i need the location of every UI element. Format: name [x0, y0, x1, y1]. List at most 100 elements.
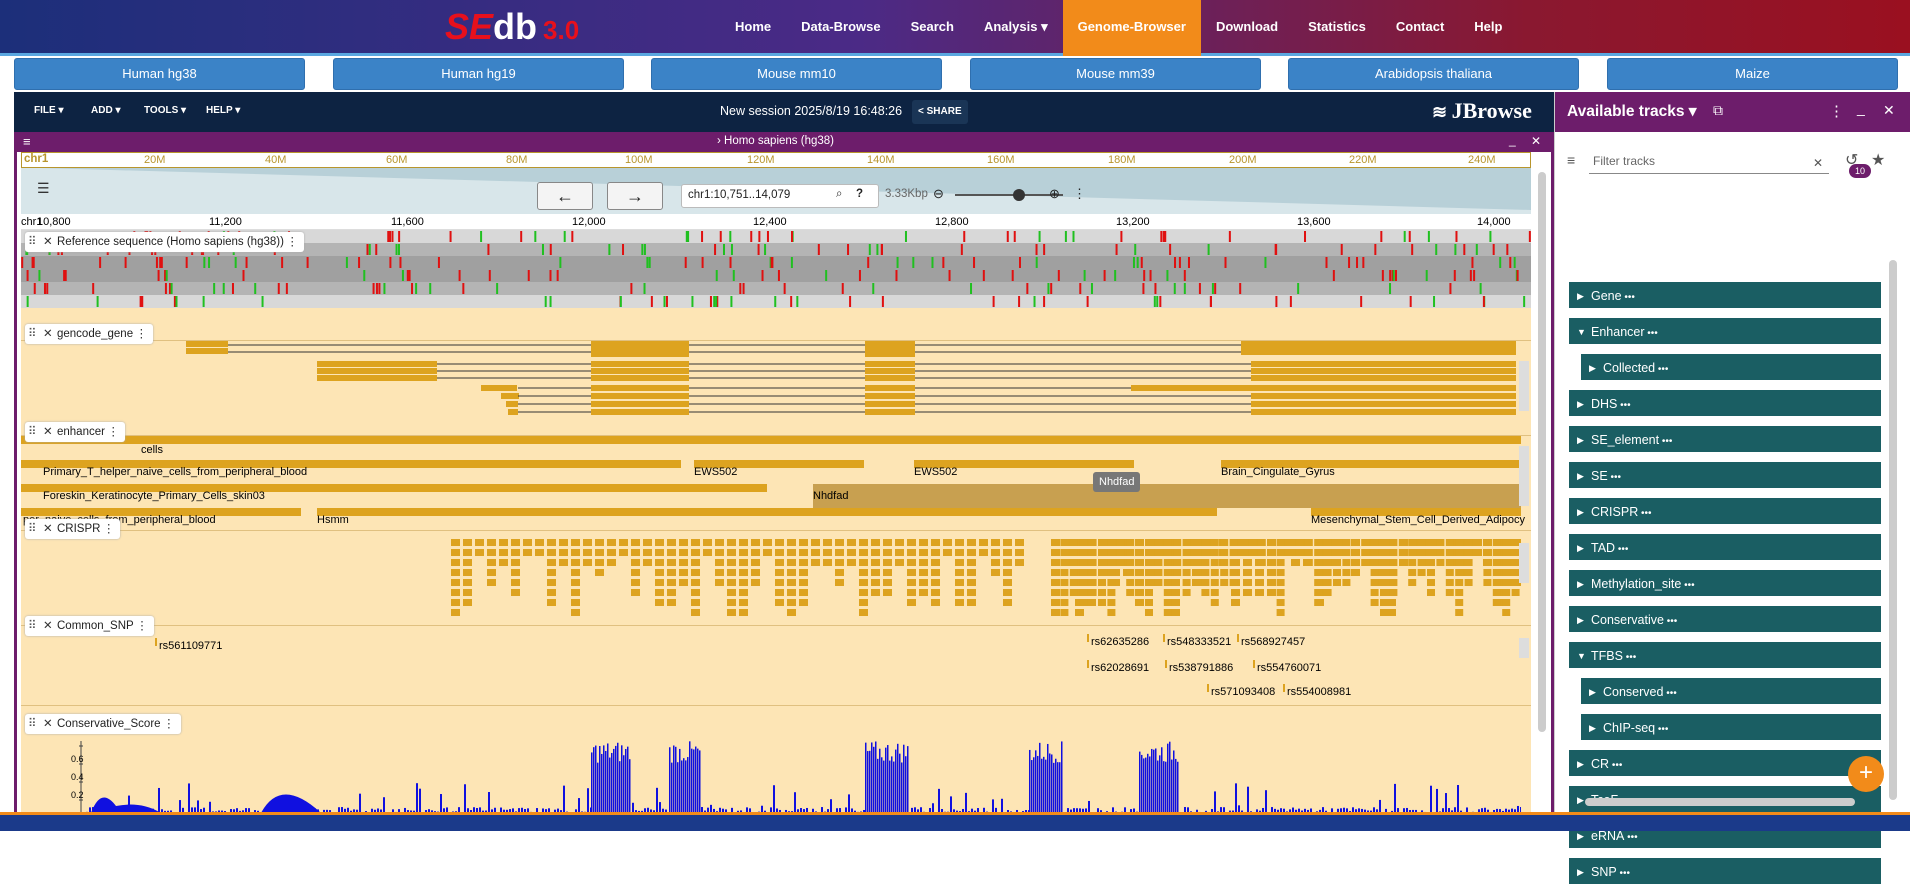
- track-label-reference[interactable]: ⠿✕Reference sequence (Homo sapiens (hg38…: [25, 232, 304, 252]
- more-horiz-icon[interactable]: •••: [1663, 688, 1676, 699]
- more-horiz-icon[interactable]: •••: [1655, 364, 1668, 375]
- track-label-gencode[interactable]: ⠿✕gencode_gene⋮: [25, 324, 153, 344]
- track-menu-icon[interactable]: ⋮: [107, 422, 119, 442]
- caret-right-icon[interactable]: ▶: [1577, 390, 1584, 418]
- close-track-icon[interactable]: ✕: [43, 519, 53, 539]
- close-track-icon[interactable]: ✕: [43, 232, 53, 252]
- caret-right-icon[interactable]: ▶: [1589, 678, 1596, 706]
- close-track-icon[interactable]: ✕: [43, 422, 53, 442]
- view-scrollbar[interactable]: [1538, 172, 1546, 732]
- search-icon[interactable]: ⌕: [836, 188, 842, 201]
- more-horiz-icon[interactable]: •••: [1645, 328, 1658, 339]
- menu-analysis[interactable]: Analysis ▾: [969, 0, 1063, 56]
- track-category-se-element[interactable]: ▶SE_element •••: [1567, 424, 1883, 454]
- track-category-chip-seq[interactable]: ▶ChIP-seq •••: [1579, 712, 1883, 742]
- more-horiz-icon[interactable]: •••: [1615, 544, 1628, 555]
- menu-data-browse[interactable]: Data-Browse: [786, 0, 895, 56]
- close-icon[interactable]: ✕: [1883, 102, 1895, 119]
- track-scrollbar[interactable]: [1519, 638, 1529, 658]
- share-button[interactable]: < SHARE: [912, 100, 968, 124]
- track-category-crispr[interactable]: ▶CRISPR •••: [1567, 496, 1883, 526]
- track-category-enhancer[interactable]: ▼Enhancer •••: [1567, 316, 1883, 346]
- add-track-button[interactable]: +: [1848, 756, 1884, 792]
- tab-arabidopsis[interactable]: Arabidopsis thaliana: [1288, 58, 1579, 90]
- more-vert-icon[interactable]: ⋮: [1073, 186, 1086, 202]
- more-horiz-icon[interactable]: •••: [1608, 472, 1621, 483]
- minimize-icon[interactable]: _: [1857, 100, 1865, 116]
- menu-statistics[interactable]: Statistics: [1293, 0, 1381, 56]
- tab-mouse-mm10[interactable]: Mouse mm10: [651, 58, 942, 90]
- track-menu-icon[interactable]: ⋮: [136, 616, 148, 636]
- drag-handle-icon[interactable]: ⠿: [28, 616, 36, 636]
- menu-download[interactable]: Download: [1201, 0, 1293, 56]
- caret-right-icon[interactable]: ▶: [1577, 462, 1584, 490]
- caret-right-icon[interactable]: ▶: [1589, 714, 1596, 742]
- track-category-se[interactable]: ▶SE •••: [1567, 460, 1883, 490]
- track-category-cr[interactable]: ▶CR •••: [1567, 748, 1883, 778]
- caret-right-icon[interactable]: ▶: [1577, 786, 1584, 814]
- favorites-star-icon[interactable]: ★: [1871, 150, 1885, 170]
- filter-tracks-input[interactable]: Filter tracks: [1589, 150, 1829, 174]
- track-category-conserved[interactable]: ▶Conserved •••: [1579, 676, 1883, 706]
- clear-filter-icon[interactable]: ✕: [1813, 156, 1823, 170]
- menu-search[interactable]: Search: [896, 0, 969, 56]
- location-input[interactable]: chr1:10,751..14,079⌕?: [681, 184, 879, 208]
- more-horiz-icon[interactable]: •••: [1623, 652, 1636, 663]
- minimize-icon[interactable]: _: [1509, 133, 1516, 147]
- zoom-out-icon[interactable]: ⊖: [933, 186, 944, 202]
- caret-right-icon[interactable]: ▶: [1589, 354, 1596, 382]
- track-scrollbar[interactable]: [1519, 361, 1529, 411]
- drag-handle-icon[interactable]: ⠿: [28, 324, 36, 344]
- caret-right-icon[interactable]: ▶: [1577, 534, 1584, 562]
- view-title[interactable]: › Homo sapiens (hg38): [717, 135, 834, 147]
- track-label-enhancer[interactable]: ⠿✕enhancer⋮: [25, 422, 125, 442]
- more-horiz-icon[interactable]: •••: [1617, 868, 1630, 879]
- close-track-icon[interactable]: ✕: [43, 714, 53, 734]
- menu-genome-browser[interactable]: Genome-Browser: [1063, 0, 1201, 56]
- track-scrollbar[interactable]: [1519, 543, 1529, 583]
- drag-handle-icon[interactable]: ⠿: [28, 422, 36, 442]
- track-menu-icon[interactable]: ⋮: [136, 324, 148, 344]
- zoom-slider[interactable]: [955, 194, 1063, 196]
- caret-right-icon[interactable]: ▶: [1577, 750, 1584, 778]
- open-external-icon[interactable]: ⧉: [1713, 102, 1723, 119]
- more-horiz-icon[interactable]: •••: [1624, 832, 1637, 843]
- track-menu-icon[interactable]: ⋮: [103, 519, 115, 539]
- caret-right-icon[interactable]: ▶: [1577, 858, 1584, 886]
- menu-help[interactable]: Help: [1459, 0, 1517, 56]
- track-scrollbar[interactable]: [1519, 446, 1529, 506]
- tab-maize[interactable]: Maize: [1607, 58, 1898, 90]
- close-view-icon[interactable]: ✕: [1531, 134, 1541, 148]
- more-horiz-icon[interactable]: •••: [1681, 580, 1694, 591]
- caret-right-icon[interactable]: ▶: [1577, 606, 1584, 634]
- track-menu-icon[interactable]: ⋮: [286, 232, 298, 252]
- menu-contact[interactable]: Contact: [1381, 0, 1459, 56]
- track-selector-icon[interactable]: ☰: [37, 180, 50, 197]
- track-label-conservative[interactable]: ⠿✕Conservative_Score⋮: [25, 714, 181, 734]
- track-category-conservative[interactable]: ▶Conservative •••: [1567, 604, 1883, 634]
- menu-add[interactable]: ADD ▾: [91, 105, 120, 116]
- track-category-tfbs[interactable]: ▼TFBS •••: [1567, 640, 1883, 670]
- caret-right-icon[interactable]: ▶: [1577, 426, 1584, 454]
- track-label-crispr[interactable]: ⠿✕CRISPR⋮: [25, 519, 120, 539]
- zoom-in-icon[interactable]: ⊕: [1049, 186, 1060, 202]
- tab-human-hg19[interactable]: Human hg19: [333, 58, 624, 90]
- drag-handle-icon[interactable]: ⠿: [28, 519, 36, 539]
- more-horiz-icon[interactable]: •••: [1617, 400, 1630, 411]
- track-category-tad[interactable]: ▶TAD •••: [1567, 532, 1883, 562]
- caret-right-icon[interactable]: ▶: [1577, 570, 1584, 598]
- track-menu-icon[interactable]: ⋮: [163, 714, 175, 734]
- session-name[interactable]: New session 2025/8/19 16:48:26: [720, 104, 902, 118]
- sidebar-scrollbar[interactable]: [1889, 260, 1897, 800]
- more-horiz-icon[interactable]: •••: [1609, 760, 1622, 771]
- zoom-slider-thumb[interactable]: [1013, 189, 1025, 201]
- back-button[interactable]: ←: [537, 182, 593, 210]
- track-category-gene[interactable]: ▶Gene •••: [1567, 280, 1883, 310]
- overview-scalebar[interactable]: chr1 20M 40M 60M 80M 100M 120M 140M 160M…: [21, 152, 1531, 168]
- caret-down-icon[interactable]: ▼: [1577, 642, 1586, 670]
- forward-button[interactable]: →: [607, 182, 663, 210]
- tab-mouse-mm39[interactable]: Mouse mm39: [970, 58, 1261, 90]
- more-horiz-icon[interactable]: •••: [1655, 724, 1668, 735]
- more-horiz-icon[interactable]: •••: [1659, 436, 1672, 447]
